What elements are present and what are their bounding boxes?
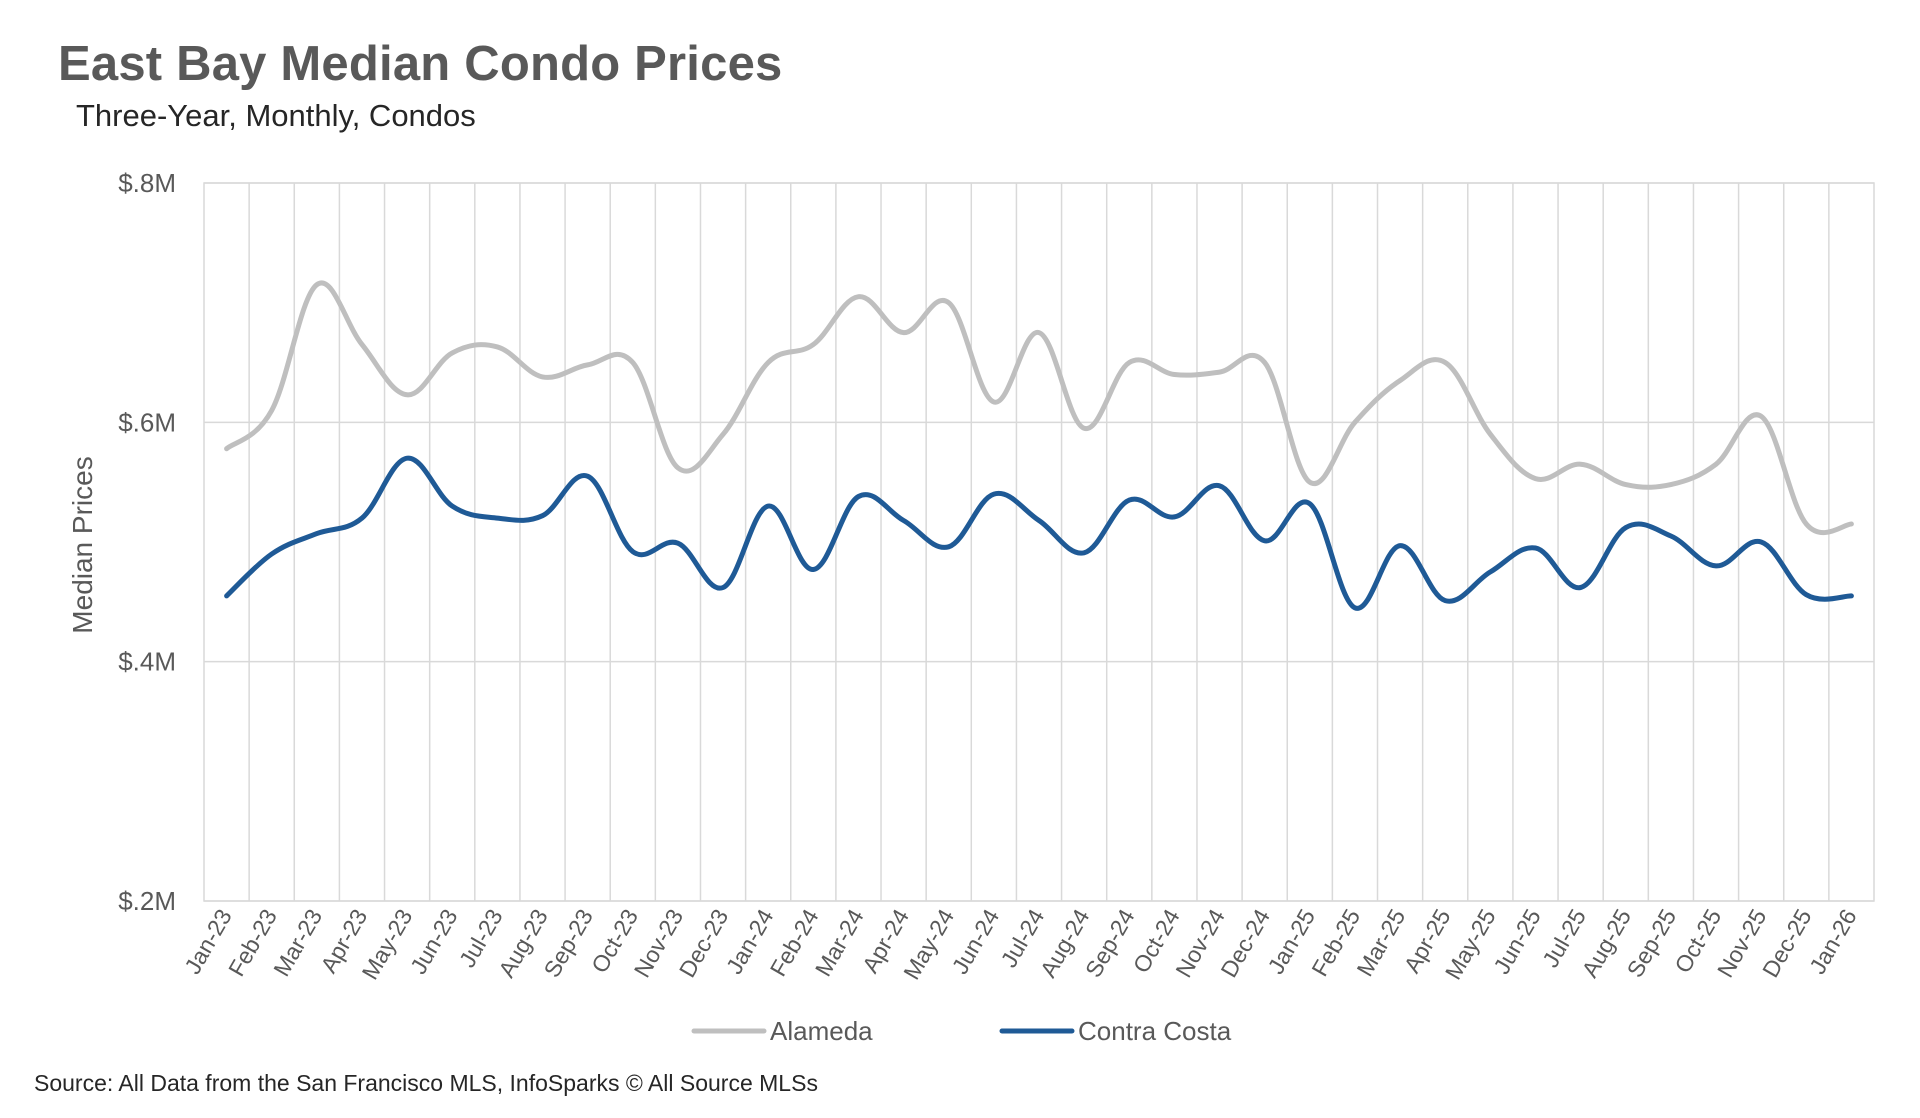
data-point-alameda [1443, 360, 1448, 365]
data-point-alameda [1623, 482, 1628, 487]
data-point-contra-costa [1804, 592, 1809, 597]
data-point-contra-costa [766, 504, 771, 509]
data-point-alameda [811, 342, 816, 347]
data-point-alameda [269, 408, 274, 413]
data-point-contra-costa [1037, 518, 1042, 523]
chart-title: East Bay Median Condo Prices [58, 37, 783, 91]
data-point-alameda [901, 330, 906, 335]
data-point-contra-costa [1307, 501, 1312, 506]
data-point-contra-costa [1352, 605, 1357, 610]
data-point-contra-costa [1398, 543, 1403, 548]
data-point-contra-costa [224, 593, 229, 598]
data-point-contra-costa [359, 516, 364, 521]
data-point-alameda [314, 282, 319, 287]
data-point-contra-costa [1759, 540, 1764, 545]
data-point-contra-costa [721, 585, 726, 590]
data-point-contra-costa [1578, 585, 1583, 590]
data-point-alameda [1172, 372, 1177, 377]
data-point-contra-costa [314, 531, 319, 536]
plot-area [203, 182, 1875, 902]
data-point-alameda [1262, 360, 1267, 365]
data-point-alameda [1714, 462, 1719, 467]
data-point-alameda [1759, 414, 1764, 419]
y-tick-label: $.8M [118, 168, 176, 198]
data-point-alameda [1578, 462, 1583, 467]
data-point-alameda [405, 392, 410, 397]
chart-subtitle: Three-Year, Monthly, Condos [76, 98, 476, 133]
data-point-contra-costa [495, 516, 500, 521]
y-tick-label: $.2M [118, 886, 176, 916]
data-point-alameda [1307, 480, 1312, 485]
series-line-alameda [224, 280, 1854, 536]
data-point-contra-costa [856, 494, 861, 499]
y-tick-label: $.6M [118, 407, 176, 437]
data-point-contra-costa [269, 551, 274, 556]
data-point-alameda [1127, 360, 1132, 365]
data-point-alameda [766, 360, 771, 365]
data-point-alameda [721, 432, 726, 437]
data-point-contra-costa [1172, 514, 1177, 519]
data-point-alameda [224, 446, 229, 451]
data-point-alameda [1082, 426, 1087, 431]
data-point-alameda [630, 360, 635, 365]
data-point-contra-costa [1668, 534, 1673, 539]
data-point-alameda [1804, 522, 1809, 527]
data-point-alameda [495, 344, 500, 349]
data-point-alameda [1849, 522, 1854, 527]
data-point-alameda [675, 465, 680, 470]
data-point-contra-costa [991, 492, 996, 497]
data-point-contra-costa [675, 541, 680, 546]
data-point-contra-costa [450, 504, 455, 509]
data-point-contra-costa [1082, 550, 1087, 555]
data-point-alameda [1398, 378, 1403, 383]
data-point-contra-costa [811, 567, 816, 572]
data-point-contra-costa [946, 544, 951, 549]
y-tick-label: $.4M [118, 647, 176, 677]
data-point-alameda [1217, 370, 1222, 375]
data-point-alameda [856, 294, 861, 299]
data-point-alameda [1668, 482, 1673, 487]
data-point-contra-costa [1262, 538, 1267, 543]
data-point-contra-costa [1488, 569, 1493, 574]
series-line-contra-costa [224, 455, 1854, 611]
data-point-contra-costa [540, 513, 545, 518]
data-point-contra-costa [1714, 563, 1719, 568]
data-point-alameda [450, 350, 455, 355]
y-axis-label: Median Prices [67, 456, 98, 633]
data-point-alameda [991, 399, 996, 404]
data-point-alameda [1037, 330, 1042, 335]
data-point-contra-costa [1217, 483, 1222, 488]
data-point-alameda [540, 374, 545, 379]
data-point-alameda [1352, 420, 1357, 425]
legend-label-alameda: Alameda [770, 1016, 873, 1046]
data-point-contra-costa [1849, 593, 1854, 598]
data-point-alameda [946, 300, 951, 305]
data-point-contra-costa [901, 518, 906, 523]
data-point-contra-costa [1127, 498, 1132, 503]
data-point-contra-costa [1533, 545, 1538, 550]
data-point-contra-costa [1443, 598, 1448, 603]
data-point-contra-costa [405, 456, 410, 461]
data-point-alameda [585, 362, 590, 367]
data-point-alameda [1488, 432, 1493, 437]
data-point-contra-costa [585, 474, 590, 479]
data-point-contra-costa [1623, 525, 1628, 530]
data-point-contra-costa [630, 549, 635, 554]
data-point-alameda [1533, 476, 1538, 481]
legend-label-contra-costa: Contra Costa [1078, 1016, 1232, 1046]
source-note: Source: All Data from the San Francisco … [34, 1070, 818, 1096]
data-point-alameda [359, 342, 364, 347]
